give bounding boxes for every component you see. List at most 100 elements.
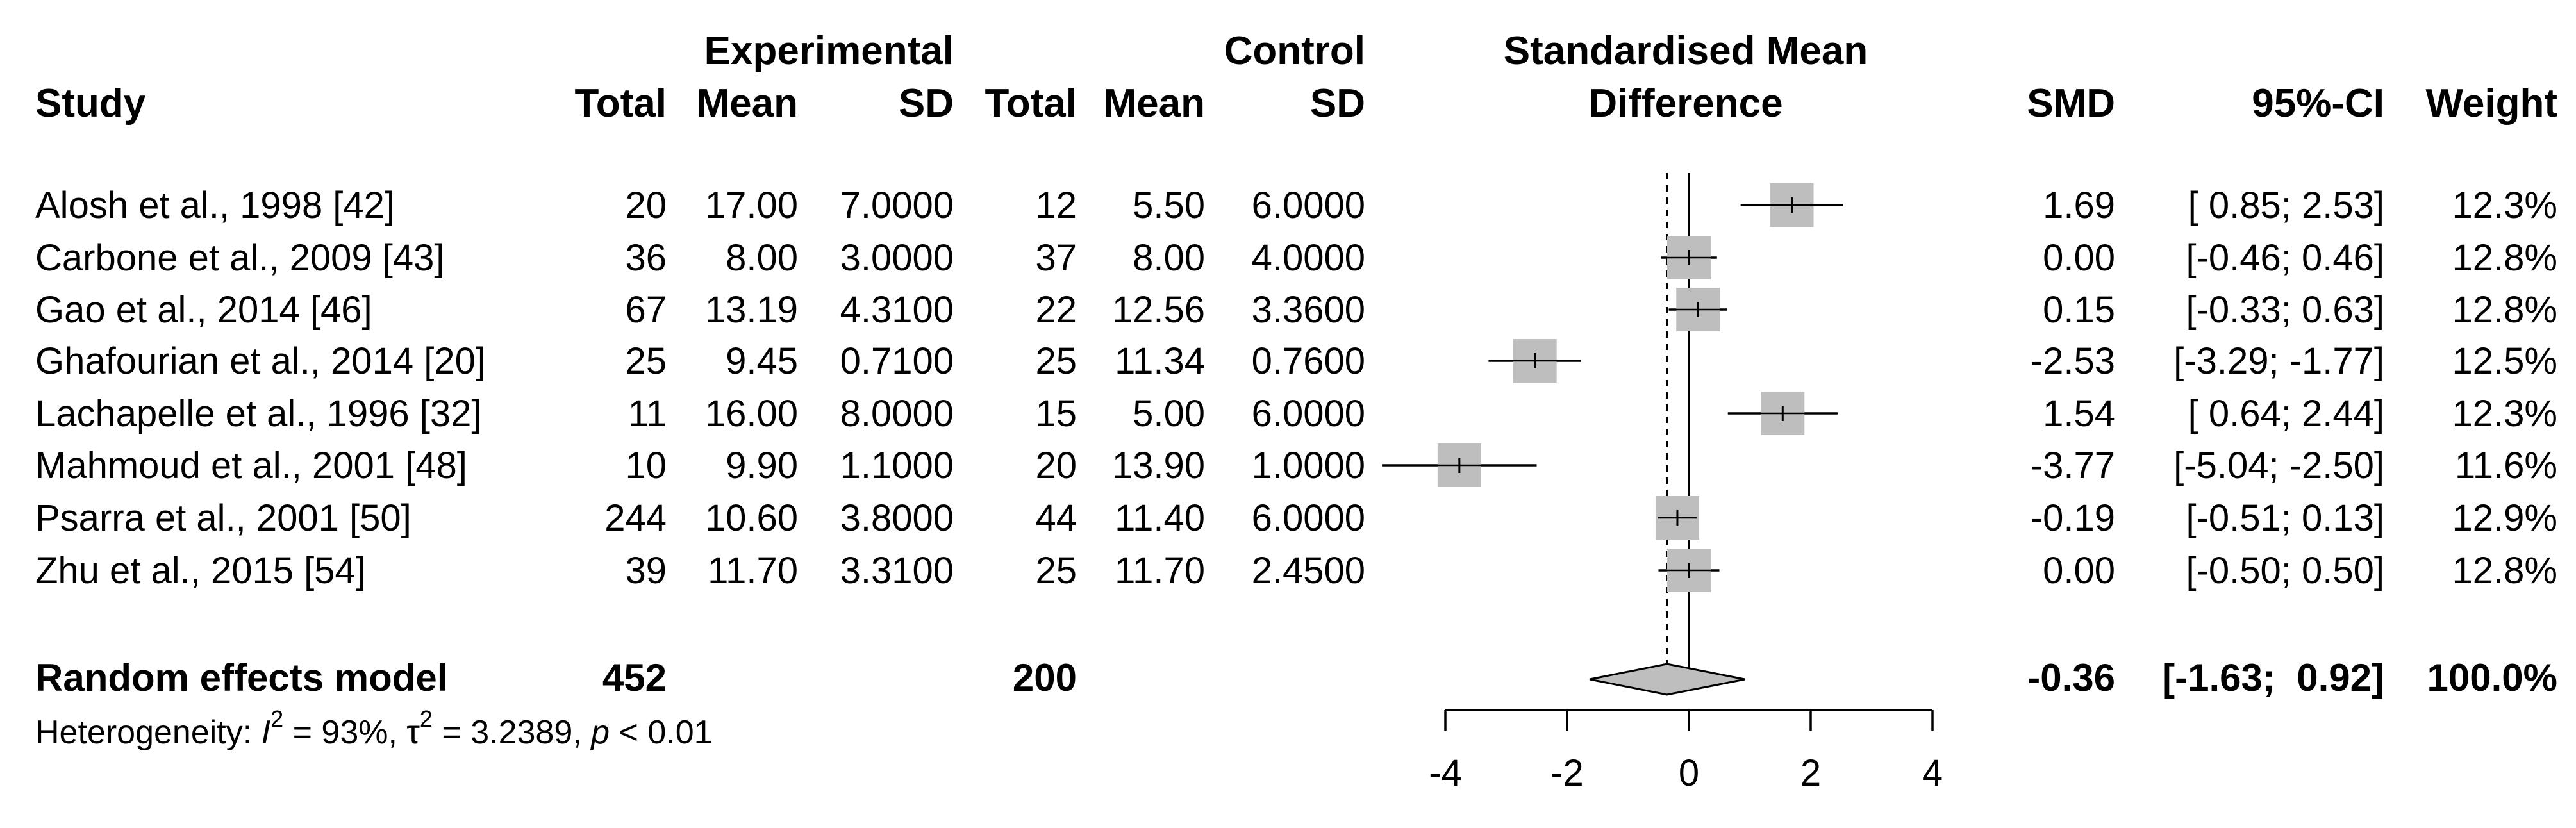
row-4-e-mean: 9.45 <box>726 340 798 382</box>
row-2-e-sd: 3.0000 <box>840 237 954 279</box>
row-2-c-sd: 4.0000 <box>1252 237 1365 279</box>
summary-ci: [-1.63; 0.92] <box>2162 656 2384 699</box>
row-4-ci: [-3.29; -1.77] <box>2173 340 2384 382</box>
summary-weight: 100.0% <box>2427 656 2558 699</box>
header-c-mean: Mean <box>1104 81 1205 126</box>
x-tick-label-2: 2 <box>1800 752 1821 794</box>
row-8-ci: [-0.50; 0.50] <box>2186 550 2384 592</box>
study-rows: Alosh et al., 1998 [42] 20 17.00 7.0000 12 5.… <box>35 185 2557 592</box>
header-control: Control <box>1224 29 1365 73</box>
row-1-study: Alosh et al., 1998 [42] <box>35 185 395 226</box>
row-6-e-total: 10 <box>625 445 667 486</box>
row-6-e-mean: 9.90 <box>726 445 798 486</box>
row-6-smd: -3.77 <box>2031 445 2115 486</box>
row-5-study: Lachapelle et al., 1996 [32] <box>35 393 482 435</box>
row-2-ci: [-0.46; 0.46] <box>2186 237 2384 279</box>
header-experimental: Experimental <box>704 29 954 73</box>
row-3-weight: 12.8% <box>2452 289 2557 331</box>
het-tau: τ <box>406 714 420 751</box>
het-p: p <box>590 714 610 751</box>
row-6-c-mean: 13.90 <box>1112 445 1205 486</box>
header-smd: SMD <box>2027 81 2115 126</box>
row-5-c-sd: 6.0000 <box>1252 393 1365 435</box>
header-smd-line1: Standardised Mean <box>1504 29 1868 73</box>
header-c-total: Total <box>985 81 1077 126</box>
summary-e-total: 452 <box>602 656 667 699</box>
row-4-c-total: 25 <box>1035 340 1077 382</box>
het-tau-sup: 2 <box>420 706 433 732</box>
row-5-e-sd: 8.0000 <box>840 393 954 435</box>
row-8-c-total: 25 <box>1035 550 1077 592</box>
row-7-e-total: 244 <box>604 497 667 539</box>
row-5-ci: [ 0.64; 2.44] <box>2188 393 2384 435</box>
row-5-e-mean: 16.00 <box>705 393 798 435</box>
heterogeneity-text: Heterogeneity: I2 = 93%, τ2 = 3.2389, p … <box>35 706 713 751</box>
row-4-c-sd: 0.7600 <box>1252 340 1365 382</box>
row-8-c-mean: 11.70 <box>1115 550 1205 592</box>
x-tick-label-4: 4 <box>1922 752 1943 794</box>
summary-smd: -0.36 <box>2027 656 2115 699</box>
row-2-e-total: 36 <box>625 237 667 279</box>
row-1-e-total: 20 <box>625 185 667 226</box>
header-e-sd: SD <box>899 81 954 126</box>
row-3-e-sd: 4.3100 <box>840 289 954 331</box>
row-7-c-sd: 6.0000 <box>1252 497 1365 539</box>
row-8-smd: 0.00 <box>2043 550 2115 592</box>
summary-label: Random effects model <box>35 656 447 699</box>
row-8-e-mean: 11.70 <box>708 550 798 592</box>
het-tau-value: = 3.2389, <box>433 714 591 751</box>
row-1-ci: [ 0.85; 2.53] <box>2188 185 2384 226</box>
row-5-e-total: 11 <box>628 393 667 435</box>
row-7-ci: [-0.51; 0.13] <box>2186 497 2384 539</box>
row-3-e-total: 67 <box>625 289 667 331</box>
row-8-study: Zhu et al., 2015 [54] <box>35 550 366 592</box>
summary-c-total: 200 <box>1013 656 1077 699</box>
het-p-value: < 0.01 <box>610 714 712 751</box>
row-7-weight: 12.9% <box>2452 497 2557 539</box>
row-4-c-mean: 11.34 <box>1115 340 1205 382</box>
header-smd-line2: Difference <box>1588 81 1782 126</box>
row-3-ci: [-0.33; 0.63] <box>2186 289 2384 331</box>
row-4-smd: -2.53 <box>2031 340 2115 382</box>
row-5-c-mean: 5.00 <box>1133 393 1205 435</box>
row-1-c-sd: 6.0000 <box>1252 185 1365 226</box>
het-i-sup: 2 <box>270 706 283 732</box>
row-7-smd: -0.19 <box>2031 497 2115 539</box>
x-tick-label-0: 0 <box>1679 752 1699 794</box>
row-6-c-total: 20 <box>1035 445 1077 486</box>
het-i-value: = 93%, <box>283 714 406 751</box>
row-7-e-mean: 10.60 <box>705 497 798 539</box>
row-1-c-mean: 5.50 <box>1133 185 1205 226</box>
row-6-ci: [-5.04; -2.50] <box>2173 445 2384 486</box>
x-tick-label--4: -4 <box>1429 752 1462 794</box>
row-5-weight: 12.3% <box>2452 393 2557 435</box>
row-6-weight: 11.6% <box>2455 445 2557 486</box>
row-3-e-mean: 13.19 <box>705 289 798 331</box>
row-7-e-sd: 3.8000 <box>840 497 954 539</box>
row-3-study: Gao et al., 2014 [46] <box>35 289 372 331</box>
row-1-e-mean: 17.00 <box>705 185 798 226</box>
row-3-c-sd: 3.3600 <box>1252 289 1365 331</box>
row-7-study: Psarra et al., 2001 [50] <box>35 497 411 539</box>
row-6-c-sd: 1.0000 <box>1252 445 1365 486</box>
row-2-smd: 0.00 <box>2043 237 2115 279</box>
header-weight: Weight <box>2426 81 2558 126</box>
row-2-e-mean: 8.00 <box>726 237 798 279</box>
row-8-weight: 12.8% <box>2452 550 2557 592</box>
row-6-e-sd: 1.1000 <box>840 445 954 486</box>
summary-diamond <box>1589 663 1745 696</box>
plot-area: -4 -2 0 2 4 <box>1382 173 1943 794</box>
row-4-study: Ghafourian et al., 2014 [20] <box>35 340 486 382</box>
row-8-e-sd: 3.3100 <box>840 550 954 592</box>
row-1-e-sd: 7.0000 <box>840 185 954 226</box>
header-e-mean: Mean <box>697 81 798 126</box>
header-ci: 95%-CI <box>2252 81 2384 126</box>
row-4-e-sd: 0.7100 <box>840 340 954 382</box>
het-i: I <box>262 714 270 751</box>
row-5-c-total: 15 <box>1035 393 1077 435</box>
row-7-c-mean: 11.40 <box>1115 497 1205 539</box>
row-2-c-mean: 8.00 <box>1133 237 1205 279</box>
row-1-c-total: 12 <box>1035 185 1077 226</box>
row-1-smd: 1.69 <box>2043 185 2115 226</box>
